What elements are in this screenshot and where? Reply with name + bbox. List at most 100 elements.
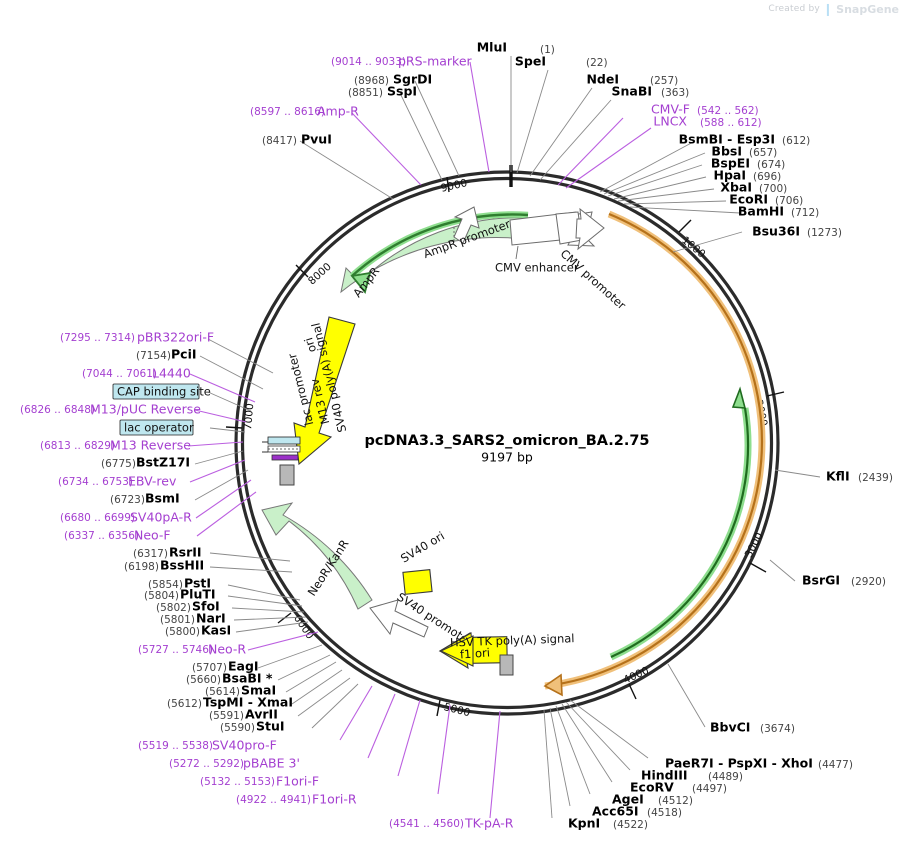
primer-label: SV40pro-F bbox=[212, 738, 277, 753]
label-group-top-right: BsmBI - Esp3I (612) BbsI (657) BspEI (67… bbox=[679, 132, 842, 240]
enzyme-label: KflI bbox=[826, 469, 850, 484]
enzyme-pos: (706) bbox=[775, 195, 803, 207]
enzyme-pos: (5707) bbox=[192, 662, 227, 674]
enzyme-label: AvrII bbox=[245, 707, 278, 722]
enzyme-label: PstI bbox=[184, 576, 211, 591]
feature-label-ori: ori bbox=[301, 336, 319, 355]
enzyme-pos: (22) bbox=[586, 57, 608, 69]
enzyme-label: PvuI bbox=[301, 132, 332, 147]
feature-label-f1-ori: f1 ori bbox=[459, 645, 490, 661]
orange-arrowhead bbox=[543, 673, 563, 697]
enzyme-label: SspI bbox=[387, 84, 417, 99]
watermark-brand: SnapGene bbox=[836, 2, 899, 16]
enzyme-pos: (696) bbox=[753, 171, 781, 183]
green-arrowhead bbox=[731, 386, 747, 409]
primer-pos: (5272 .. 5292) bbox=[169, 758, 244, 770]
enzyme-pos: (5660) bbox=[186, 674, 221, 686]
enzyme-pos: (4522) bbox=[613, 819, 648, 831]
feature-sv40-ori: SV40 ori bbox=[398, 529, 447, 595]
enzyme-label: BsrGI bbox=[802, 573, 840, 588]
feature-f1-ori: f1 ori bbox=[438, 632, 508, 670]
lac-operator-glyph bbox=[271, 454, 299, 461]
primer-pos: (7295 .. 7314) bbox=[60, 332, 135, 344]
leader-lines bbox=[187, 56, 821, 819]
enzyme-pos: (8417) bbox=[262, 135, 297, 147]
tick-label: 4000 bbox=[622, 665, 651, 687]
enzyme-label: SnaBI bbox=[611, 84, 652, 99]
primer-label: Neo-F bbox=[134, 528, 171, 543]
enzyme-pos: (5612) bbox=[167, 698, 202, 710]
primer-label: L4440 bbox=[152, 366, 191, 381]
enzyme-label: EagI bbox=[228, 659, 259, 674]
enzyme-pos: (674) bbox=[757, 159, 785, 171]
primer-pos: (6826 .. 6848) bbox=[20, 404, 95, 416]
enzyme-pos: (1273) bbox=[807, 227, 842, 239]
primer-pos: (4541 .. 4560) bbox=[389, 818, 464, 830]
lac-operator-label: lac operator bbox=[124, 421, 194, 435]
enzyme-pos: (5854) bbox=[148, 579, 183, 591]
sv40-polya-glyph bbox=[279, 464, 295, 486]
primer-pos: (5132 .. 5153) bbox=[200, 776, 275, 788]
primer-label: EBV-rev bbox=[128, 474, 177, 489]
enzyme-pos: (5590) bbox=[220, 722, 255, 734]
feature-ori: ori bbox=[293, 316, 356, 466]
enzyme-label: EcoRV bbox=[630, 780, 674, 795]
watermark-prefix: Created by bbox=[768, 4, 820, 14]
enzyme-pos: (1) bbox=[540, 44, 555, 56]
primer-pos: (5727 .. 5746) bbox=[138, 644, 213, 656]
enzyme-pos: (4477) bbox=[818, 759, 853, 771]
enzyme-label: BssHII bbox=[160, 558, 204, 573]
lac-operator-box bbox=[119, 419, 194, 436]
feature-label-cmv-promoter: CMV promoter bbox=[558, 246, 629, 312]
enzyme-label: StuI bbox=[256, 719, 285, 734]
feature-hsv-tk-polya: HSV TK poly(A) signal bbox=[450, 631, 575, 676]
enzyme-pos: (8851) bbox=[348, 87, 383, 99]
primer-pos: (9014 .. 9033) bbox=[331, 56, 406, 68]
enzyme-label: NarI bbox=[196, 611, 226, 626]
enzyme-label: PaeR7I - PspXI - XhoI bbox=[665, 756, 813, 771]
primer-label: F1ori-R bbox=[312, 792, 357, 807]
enzyme-pos: (2920) bbox=[851, 576, 886, 588]
feature-cmv-promoter: CMV promoter bbox=[555, 207, 629, 312]
plasmid-size: 9197 bp bbox=[481, 450, 533, 465]
label-group-left: (7295 .. 7314) pBR322ori-F (7154) PciI (… bbox=[20, 330, 214, 543]
enzyme-pos: (7154) bbox=[136, 350, 171, 362]
enzyme-pos: (657) bbox=[749, 147, 777, 159]
enzyme-pos: (5802) bbox=[156, 602, 191, 614]
enzyme-pos: (4489) bbox=[708, 771, 743, 783]
cap-binding-site-glyph bbox=[267, 436, 301, 445]
center-title-group: pcDNA3.3_SARS2_omicron_BA.2.75 9197 bp bbox=[364, 433, 649, 465]
primer-pos: (588 .. 612) bbox=[700, 117, 762, 129]
snapgene-watermark: Created by ❙ SnapGene bbox=[768, 2, 899, 16]
primer-pos: (6337 .. 6356) bbox=[64, 530, 139, 542]
feature-label-cmv-enhancer: CMV enhancer bbox=[495, 261, 579, 275]
enzyme-pos: (6198) bbox=[124, 561, 159, 573]
enzyme-label: XbaI bbox=[720, 180, 752, 195]
primer-pos: (4922 .. 4941) bbox=[236, 794, 311, 806]
enzyme-pos: (5804) bbox=[144, 590, 179, 602]
enzyme-label: BbvCI bbox=[710, 720, 750, 735]
enzyme-label: SgrDI bbox=[393, 72, 432, 87]
enzyme-pos: (363) bbox=[661, 87, 689, 99]
enzyme-pos: (5800) bbox=[165, 626, 200, 638]
enzyme-label: BsmI bbox=[145, 491, 180, 506]
enzyme-pos: (3674) bbox=[760, 723, 795, 735]
enzyme-label: BspEI bbox=[711, 156, 750, 171]
primer-label: Amp-R bbox=[317, 104, 359, 119]
enzyme-label: SmaI bbox=[241, 683, 276, 698]
primer-pos: (5519 .. 5538) bbox=[138, 740, 213, 752]
plasmid-name: pcDNA3.3_SARS2_omicron_BA.2.75 bbox=[364, 433, 649, 449]
primer-pos: (6680 .. 6699) bbox=[60, 512, 135, 524]
enzyme-pos: (5614) bbox=[205, 686, 240, 698]
primer-label: SV40pA-R bbox=[130, 510, 192, 525]
enzyme-label: Bsu36I bbox=[752, 224, 800, 239]
enzyme-pos: (2439) bbox=[858, 472, 893, 484]
enzyme-pos: (712) bbox=[791, 207, 819, 219]
feature-label-hsv-tk-polya: HSV TK poly(A) signal bbox=[450, 631, 575, 649]
cap-binding-site-label: CAP binding site bbox=[117, 385, 211, 399]
primer-label: LNCX bbox=[653, 114, 687, 129]
enzyme-label: KasI bbox=[201, 623, 231, 638]
tick-7000: 7000 bbox=[225, 403, 256, 431]
enzyme-pos: (5591) bbox=[209, 710, 244, 722]
